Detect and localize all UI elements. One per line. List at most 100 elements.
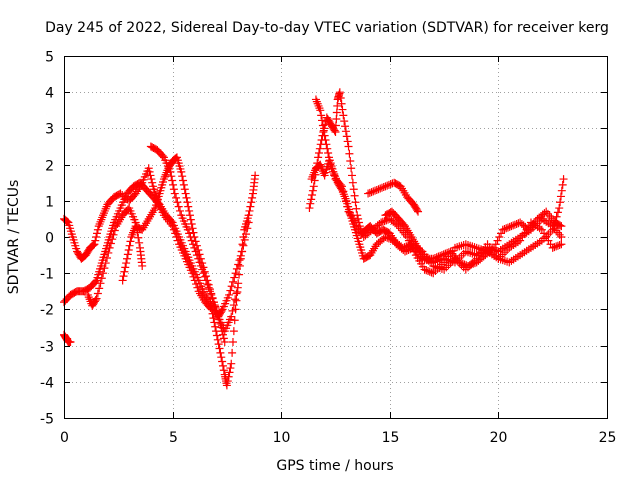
data-point — [126, 237, 135, 246]
data-point — [466, 248, 475, 257]
data-point — [187, 236, 196, 245]
data-point — [557, 233, 566, 241]
data-point — [239, 241, 248, 250]
data-point — [341, 197, 350, 206]
data-point — [341, 122, 350, 131]
series-track-c — [83, 204, 147, 310]
data-point — [118, 276, 127, 285]
data-point — [305, 204, 314, 213]
data-point — [103, 253, 112, 262]
data-point — [378, 217, 387, 226]
data-point — [226, 364, 235, 373]
series-track-e — [146, 142, 242, 336]
y-tick-label: -1 — [40, 267, 54, 283]
data-points — [60, 88, 568, 390]
data-point — [244, 211, 253, 220]
data-point — [400, 243, 409, 252]
data-point — [490, 243, 499, 252]
data-point — [557, 186, 566, 195]
data-point — [227, 312, 236, 321]
data-point — [444, 248, 453, 257]
data-point — [383, 233, 392, 242]
data-point — [427, 268, 436, 277]
data-point — [500, 225, 509, 234]
data-point — [364, 189, 373, 198]
data-point — [144, 164, 153, 173]
data-point — [228, 306, 237, 315]
data-point — [457, 241, 466, 250]
data-point — [245, 206, 254, 215]
data-point — [192, 251, 201, 260]
data-point — [109, 230, 118, 239]
data-point — [227, 359, 236, 368]
series-track-j — [364, 178, 423, 216]
data-point — [317, 111, 326, 120]
data-point — [105, 243, 114, 252]
y-axis-label: SDTVAR / TECUs — [6, 180, 22, 295]
data-point — [146, 171, 155, 180]
data-point — [320, 131, 329, 140]
data-point — [318, 116, 327, 125]
data-point — [247, 198, 256, 207]
data-point — [204, 283, 213, 292]
data-point — [244, 218, 253, 227]
data-point — [184, 202, 193, 211]
data-point — [336, 93, 345, 102]
data-point — [503, 257, 512, 266]
data-point — [346, 156, 355, 165]
data-point — [223, 377, 232, 386]
data-point — [466, 241, 475, 250]
data-point — [203, 280, 212, 289]
data-point — [340, 117, 349, 126]
data-point — [315, 144, 324, 153]
data-point — [96, 279, 105, 288]
data-point — [231, 295, 240, 304]
data-point — [125, 241, 134, 250]
data-point — [246, 202, 255, 211]
data-point — [225, 290, 234, 299]
data-point — [224, 372, 233, 381]
data-point — [174, 202, 183, 211]
data-point — [497, 229, 506, 238]
data-point — [557, 222, 566, 231]
data-point — [123, 250, 132, 259]
data-point — [470, 243, 479, 252]
data-point — [437, 251, 446, 260]
data-point — [232, 264, 241, 273]
data-point — [540, 234, 549, 243]
data-point — [341, 127, 350, 136]
data-point — [175, 206, 184, 215]
data-point — [306, 199, 315, 208]
data-point — [167, 172, 176, 181]
data-point — [436, 251, 445, 260]
data-point — [208, 294, 217, 303]
series-track-h — [311, 95, 566, 274]
data-point — [507, 222, 516, 231]
data-point — [228, 348, 237, 357]
data-point — [380, 217, 389, 226]
data-point — [110, 226, 119, 235]
data-point — [173, 198, 182, 207]
data-point — [369, 187, 378, 196]
data-point — [463, 261, 472, 270]
data-point — [552, 242, 561, 251]
data-point — [556, 192, 565, 201]
data-point — [455, 258, 464, 267]
data-point — [430, 253, 439, 262]
data-point — [377, 183, 386, 192]
data-point — [413, 206, 422, 215]
data-point — [108, 235, 117, 244]
data-point — [503, 223, 512, 232]
data-point — [460, 260, 469, 269]
data-point — [185, 229, 194, 238]
data-point — [228, 337, 237, 346]
data-point — [215, 344, 224, 353]
data-point — [308, 191, 317, 200]
data-point — [121, 263, 130, 272]
data-point — [248, 193, 257, 202]
data-point — [238, 247, 247, 256]
x-tick-label: 20 — [490, 430, 508, 446]
data-point — [465, 261, 474, 270]
data-point — [367, 188, 376, 197]
data-point — [491, 240, 500, 249]
